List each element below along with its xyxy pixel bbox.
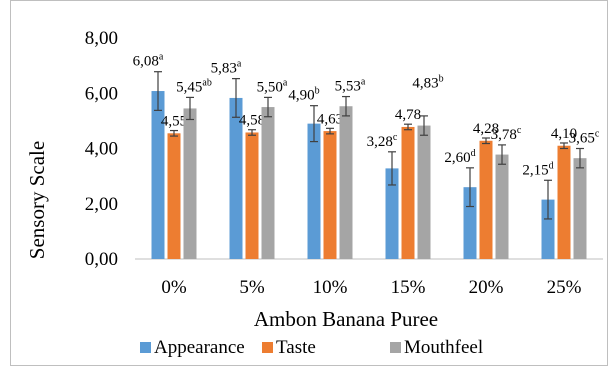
chart-frame	[10, 0, 608, 366]
bar-appearance	[385, 168, 399, 259]
data-label: 3,65c	[569, 129, 600, 147]
bar-taste	[557, 145, 571, 259]
plot-area: 0,00 2,00 4,00 6,00 8,00 0% 6,08a 4,55 5,45ab 5% 5…	[85, 28, 603, 298]
x-tick-label: 15%	[391, 277, 426, 298]
data-label: 5,53a	[335, 77, 366, 95]
data-label: 4,58	[239, 113, 265, 129]
bar-appearance	[463, 187, 477, 259]
x-tick-label: 25%	[547, 277, 582, 298]
bar-appearance	[307, 123, 321, 259]
bar-mouthfeel	[183, 108, 197, 259]
legend: Appearance Taste Mouthfeel	[140, 337, 483, 358]
data-label: 4,78	[395, 107, 421, 123]
legend-swatch-mouthfeel	[390, 342, 401, 353]
legend-label: Mouthfeel	[404, 337, 483, 358]
data-label: 2,15d	[522, 160, 553, 178]
y-tick-label: 0,00	[85, 249, 118, 270]
legend-swatch-taste	[262, 342, 273, 353]
data-label: 5,50a	[257, 77, 288, 95]
bar-appearance	[541, 199, 555, 259]
bar-taste	[323, 131, 337, 259]
x-tick-label: 10%	[313, 277, 348, 298]
data-label: 4,83b	[412, 74, 443, 92]
y-tick-label: 6,00	[85, 83, 118, 104]
bar-mouthfeel	[339, 106, 353, 259]
legend-swatch-appearance	[140, 342, 151, 353]
data-label: 4,55	[161, 114, 187, 130]
bar-mouthfeel	[495, 154, 509, 259]
bar-taste	[401, 126, 415, 259]
legend-label: Taste	[276, 337, 316, 358]
bar-taste	[167, 133, 181, 259]
y-tick-label: 2,00	[85, 194, 118, 215]
bar-mouthfeel	[417, 125, 431, 259]
x-tick-label: 0%	[161, 277, 187, 298]
data-label: 4,63	[317, 111, 343, 127]
bar-mouthfeel	[261, 107, 275, 259]
y-tick-label: 8,00	[85, 28, 118, 49]
data-label: 4,90b	[288, 86, 319, 104]
x-tick-label: 20%	[469, 277, 504, 298]
data-label: 3,78c	[491, 125, 522, 143]
bar-taste	[245, 132, 259, 259]
data-label: 2,60d	[444, 148, 475, 166]
y-axis-title: Sensory Scale	[25, 141, 49, 259]
legend-label: Appearance	[154, 337, 245, 358]
data-label: 5,45ab	[176, 77, 212, 95]
y-tick-label: 4,00	[85, 139, 118, 160]
bar-mouthfeel	[573, 158, 587, 259]
data-label: 3,28c	[367, 132, 398, 150]
bar-appearance	[151, 91, 165, 259]
x-tick-label: 5%	[239, 277, 265, 298]
data-label: 6,08a	[133, 52, 164, 70]
bar-appearance	[229, 97, 243, 259]
data-label: 5,83a	[211, 59, 242, 77]
bar-taste	[479, 140, 493, 259]
data-label: 4,10	[551, 126, 577, 142]
x-axis-title: Ambon Banana Puree	[254, 307, 438, 331]
data-label: 4,28	[473, 121, 499, 137]
